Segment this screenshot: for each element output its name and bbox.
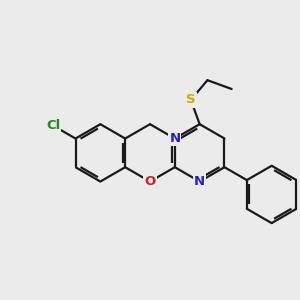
Text: Cl: Cl <box>46 119 60 132</box>
Text: O: O <box>144 175 156 188</box>
Text: N: N <box>169 132 180 145</box>
Text: S: S <box>186 94 196 106</box>
Text: N: N <box>194 175 205 188</box>
